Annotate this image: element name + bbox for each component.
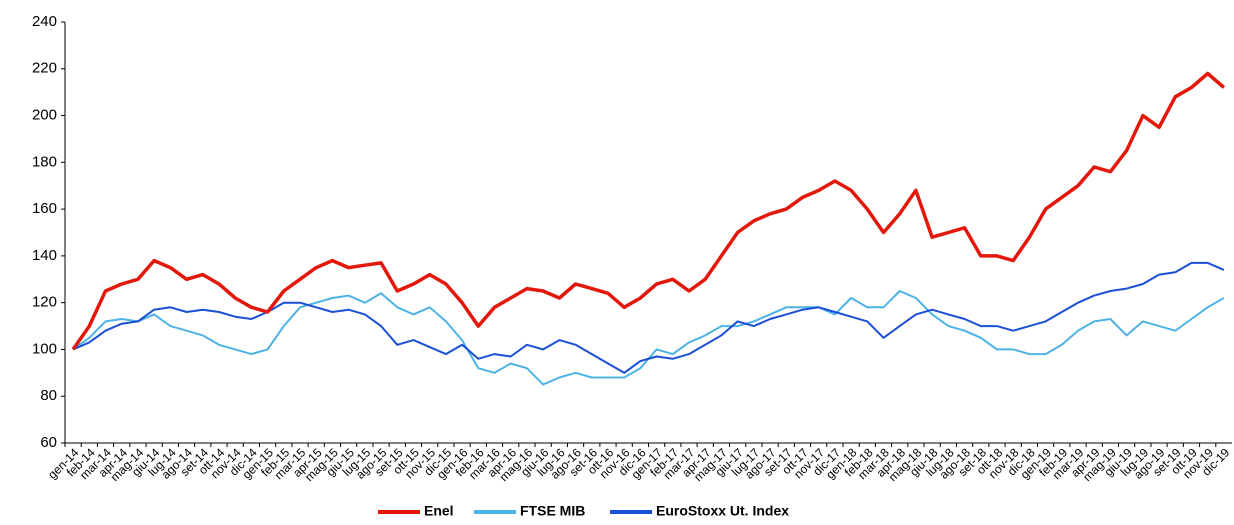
y-tick-label: 120: [32, 294, 57, 311]
y-tick-label: 80: [40, 387, 57, 404]
y-tick-label: 200: [32, 107, 57, 124]
y-tick-label: 220: [32, 60, 57, 77]
series-line: [72, 261, 1225, 374]
legend-label: FTSE MIB: [520, 503, 585, 519]
y-tick-label: 180: [32, 153, 57, 170]
legend-label: Enel: [424, 503, 454, 519]
legend-label: EuroStoxx Ut. Index: [656, 503, 789, 519]
y-tick-label: 240: [32, 13, 57, 30]
y-tick-label: 100: [32, 340, 57, 357]
y-tick-label: 160: [32, 200, 57, 217]
y-tick-label: 60: [40, 434, 57, 451]
y-tick-label: 140: [32, 247, 57, 264]
series-line: [71, 71, 1226, 351]
